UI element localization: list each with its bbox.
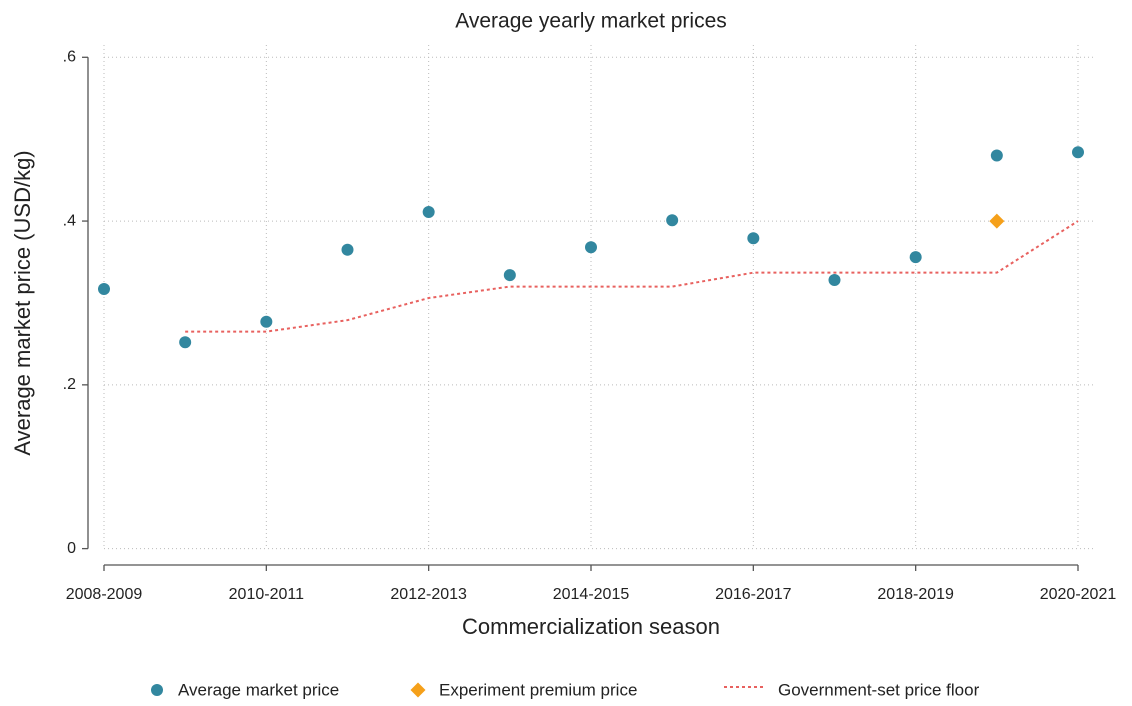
point	[98, 283, 110, 296]
point	[260, 315, 273, 328]
legend-swatch	[410, 682, 426, 698]
point	[503, 269, 516, 282]
x-tick-label: 2012-2013	[390, 586, 467, 603]
legend-swatch	[151, 684, 163, 696]
x-tick-label: 2014-2015	[553, 586, 630, 603]
y-tick-label: .6	[63, 49, 76, 66]
point	[1072, 146, 1084, 159]
x-tick-label: 2020-2021	[1040, 586, 1117, 603]
point	[747, 232, 760, 245]
y-tick-label: .2	[63, 376, 76, 393]
y-axis-label: Average market price (USD/kg)	[10, 150, 35, 455]
point	[666, 214, 679, 227]
x-tick-label: 2008-2009	[66, 586, 143, 603]
point	[989, 213, 1005, 229]
price-floor-line	[185, 220, 1079, 333]
point	[990, 149, 1003, 162]
point	[828, 274, 841, 287]
x-tick-label: 2018-2019	[877, 586, 954, 603]
legend-label: Average market price	[178, 680, 339, 699]
y-tick-label: 0	[67, 540, 76, 557]
x-tick-label: 2016-2017	[715, 586, 792, 603]
x-tick-label: 2010-2011	[229, 586, 304, 603]
point	[341, 243, 354, 256]
y-tick-label: .4	[63, 212, 76, 229]
chart-title: Average yearly market prices	[455, 10, 727, 33]
legend-label: Government-set price floor	[778, 680, 980, 699]
point	[909, 251, 922, 264]
legend-label: Experiment premium price	[439, 680, 637, 699]
point	[179, 336, 192, 349]
x-axis-label: Commercialization season	[462, 614, 720, 639]
point	[585, 241, 597, 254]
point	[422, 206, 435, 219]
